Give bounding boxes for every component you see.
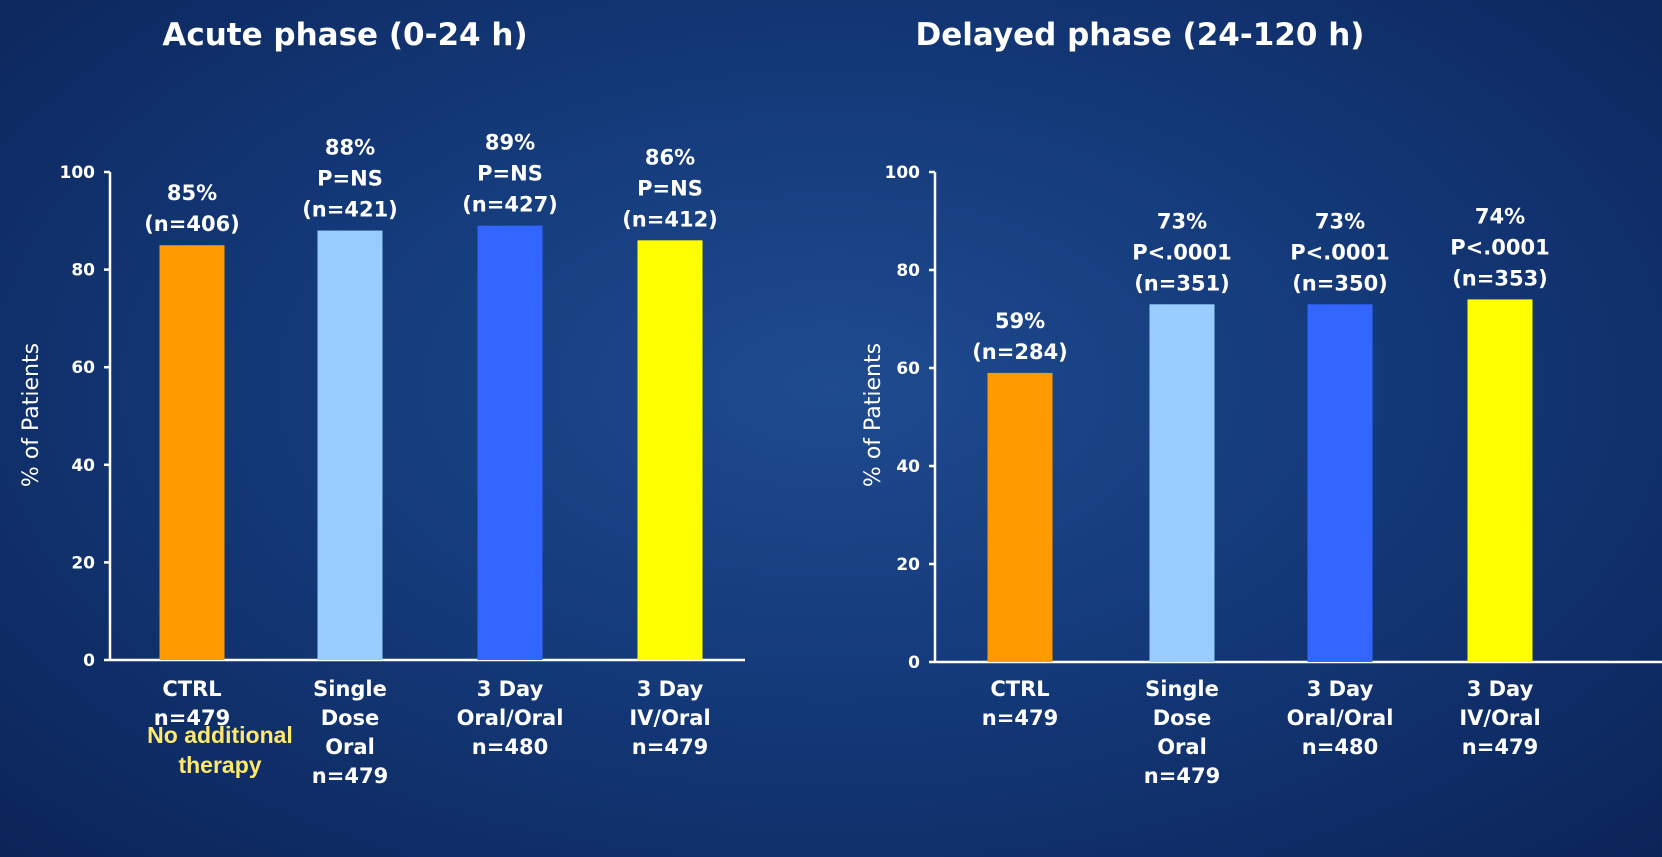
x-category-label: Dose <box>321 706 380 730</box>
x-category-label: Oral/Oral <box>457 706 564 730</box>
x-category-label: n=480 <box>472 735 548 759</box>
y-tick-label: 60 <box>71 358 95 378</box>
chart-title: Delayed phase (24-120 h) <box>916 17 1365 53</box>
bar-data-label: (n=421) <box>302 198 398 222</box>
bar-data-label: (n=353) <box>1452 266 1548 290</box>
x-category-label: n=479 <box>1144 764 1220 788</box>
bar <box>637 240 703 660</box>
bar-data-label: P=NS <box>477 162 543 186</box>
bar-data-label: 88% <box>325 136 375 160</box>
y-axis-label: % of Patients <box>19 343 44 487</box>
bar <box>1467 299 1533 662</box>
bar-data-label: 89% <box>485 131 535 155</box>
x-category-label: CTRL <box>162 677 221 701</box>
bar <box>317 230 383 660</box>
bar <box>987 372 1053 662</box>
y-tick-label: 40 <box>71 456 95 476</box>
bar <box>159 245 225 660</box>
bar <box>1307 304 1373 662</box>
chart-panel-acute: Acute phase (0-24 h) % of Patients 0 20 40 60… <box>19 17 745 788</box>
y-tick-label: 100 <box>60 163 96 183</box>
bar-data-label: (n=412) <box>622 207 718 231</box>
bar-data-label: 74% <box>1475 204 1525 228</box>
bar-data-label: 59% <box>995 309 1045 333</box>
x-category-label: IV/Oral <box>1459 706 1540 730</box>
y-tick-label: 60 <box>896 359 920 379</box>
bar-data-label: P<.0001 <box>1450 235 1549 259</box>
bar-data-label: (n=350) <box>1292 271 1388 295</box>
x-category-label: n=479 <box>982 706 1058 730</box>
bar-data-label: 73% <box>1315 209 1365 233</box>
x-category-label: Oral <box>325 735 375 759</box>
bar-data-label: P=NS <box>637 176 703 200</box>
bar-data-label: (n=406) <box>144 212 240 236</box>
y-tick-label: 80 <box>896 261 920 281</box>
x-category-label: n=479 <box>1462 735 1538 759</box>
chart-panel-delayed: Delayed phase (24-120 h) % of Patients 0 20… <box>861 17 1662 788</box>
y-tick-label: 100 <box>885 163 921 183</box>
x-category-label: Oral <box>1157 735 1207 759</box>
x-category-label: 3 Day <box>477 677 544 701</box>
x-category-label: n=479 <box>312 764 388 788</box>
y-tick-label: 80 <box>71 261 95 281</box>
bar-data-label: P<.0001 <box>1132 240 1231 264</box>
bar <box>1149 304 1215 662</box>
annotation-note: No additional <box>147 722 293 748</box>
x-category-label: n=480 <box>1302 735 1378 759</box>
bar-data-label: (n=284) <box>972 340 1068 364</box>
x-category-label: 3 Day <box>637 677 704 701</box>
x-category-label: 3 Day <box>1467 677 1534 701</box>
bar <box>477 225 543 660</box>
x-category-label: Oral/Oral <box>1287 706 1394 730</box>
x-category-label: CTRL <box>990 677 1049 701</box>
bar-data-label: P=NS <box>317 167 383 191</box>
annotation-note: therapy <box>178 752 261 778</box>
bar-data-label: 85% <box>167 181 217 205</box>
y-tick-label: 0 <box>83 651 95 671</box>
x-category-label: Dose <box>1153 706 1212 730</box>
bar-data-label: 73% <box>1157 209 1207 233</box>
x-category-label: 3 Day <box>1307 677 1374 701</box>
bar-data-label: (n=351) <box>1134 271 1230 295</box>
y-tick-label: 20 <box>71 553 95 573</box>
x-category-label: n=479 <box>632 735 708 759</box>
bar-data-label: P<.0001 <box>1290 240 1389 264</box>
bar-data-label: 86% <box>645 145 695 169</box>
y-tick-label: 0 <box>908 653 920 673</box>
x-category-label: n=479 <box>154 706 230 730</box>
y-tick-label: 40 <box>896 457 920 477</box>
x-category-label: Single <box>1145 677 1219 701</box>
x-category-label: IV/Oral <box>629 706 710 730</box>
y-tick-label: 20 <box>896 555 920 575</box>
x-category-label: Single <box>313 677 387 701</box>
bar-data-label: (n=427) <box>462 193 558 217</box>
y-axis-label: % of Patients <box>861 343 886 487</box>
chart-title: Acute phase (0-24 h) <box>162 17 527 53</box>
